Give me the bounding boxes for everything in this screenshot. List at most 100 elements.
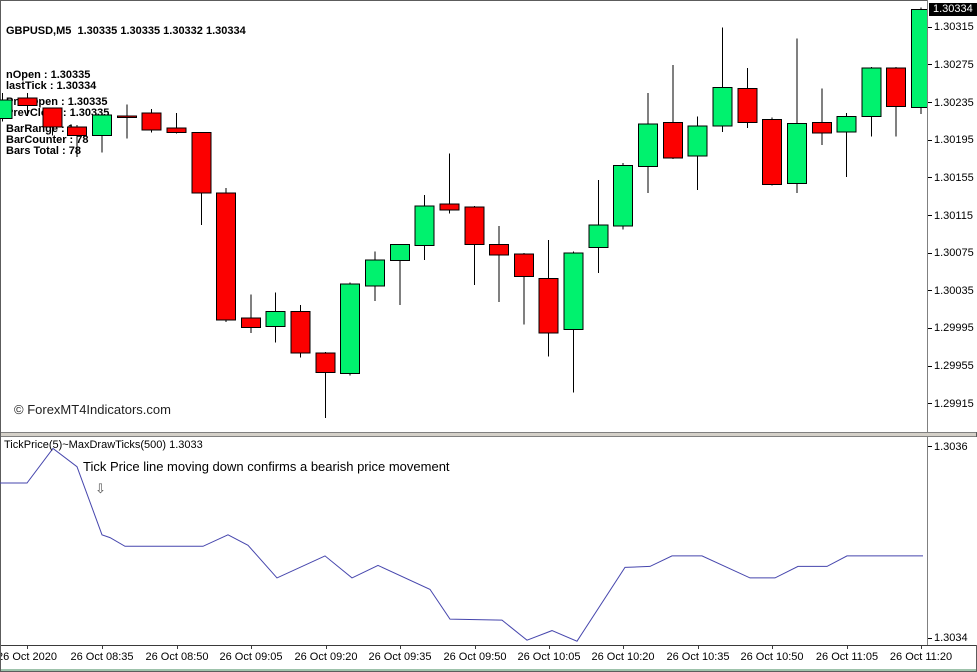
candle-09:10 — [265, 292, 286, 343]
candle-11:10 — [861, 66, 882, 137]
indicator-panel[interactable]: TickPrice(5)~MaxDrawTicks(500) 1.3033 Ti… — [0, 437, 977, 645]
bottom-edge-strip — [0, 669, 977, 671]
price-tick-mark — [928, 252, 932, 254]
time-label: 26 Oct 09:05 — [219, 651, 283, 663]
indicator-tick-label: 1.3034 — [934, 632, 968, 645]
info-line: lastTick : 1.30334 — [6, 80, 97, 92]
time-axis[interactable]: 26 Oct 2020 26 Oct 08:35 26 Oct 08:50 26 Oc… — [0, 645, 977, 669]
time-tick-mark — [623, 646, 624, 649]
info-line: Bars Total : 78 — [6, 145, 81, 157]
price-tick-mark — [928, 290, 932, 292]
indicator-title: TickPrice(5)~MaxDrawTicks(500) 1.3033 — [4, 439, 203, 451]
symbol-ohlc-title: GBPUSD,M5 1.30335 1.30335 1.30332 1.3033… — [6, 25, 246, 37]
price-tick-mark — [928, 139, 932, 141]
candle-10:00 — [513, 253, 534, 325]
time-label: 26 Oct 08:35 — [70, 651, 134, 663]
candle-10:45 — [737, 67, 758, 128]
candle-09:00 — [216, 188, 237, 322]
candle-08:15 — [0, 93, 13, 122]
price-tick-mark — [928, 26, 932, 28]
panel-splitter[interactable] — [0, 432, 977, 437]
watermark-text: © ForexMT4Indicators.com — [14, 402, 171, 417]
time-tick-mark — [921, 646, 922, 649]
candle-10:40 — [712, 27, 733, 132]
time-label: 26 Oct 11:05 — [815, 651, 879, 663]
price-tick-mark — [928, 102, 932, 104]
time-tick-mark — [27, 646, 28, 649]
time-label: 26 Oct 09:20 — [294, 651, 358, 663]
price-axis[interactable]: 1.30315 1.30275 1.30235 1.30195 1.30155 1.301… — [927, 0, 977, 432]
info-line: nOpen : 1.30335 — [6, 69, 91, 81]
time-tick-mark — [326, 646, 327, 649]
indicator-tick-label: 1.3036 — [934, 440, 968, 453]
time-tick-mark — [400, 646, 401, 649]
price-tick-mark — [928, 327, 932, 329]
candle-11:20 — [911, 7, 928, 114]
price-tick-label: 1.29995 — [934, 322, 974, 335]
candle-11:05 — [836, 112, 857, 177]
down-arrow-icon: ⇩ — [95, 481, 106, 496]
time-label: 26 Oct 10:35 — [666, 651, 730, 663]
candle-09:55 — [489, 225, 510, 303]
price-tick-mark — [928, 215, 932, 217]
time-tick-mark — [698, 646, 699, 649]
time-tick-mark — [102, 646, 103, 649]
price-tick-label: 1.30275 — [934, 58, 974, 71]
candle-10:55 — [786, 38, 807, 193]
tick-price-line — [0, 447, 923, 642]
time-tick-mark — [847, 646, 848, 649]
price-tick-label: 1.30155 — [934, 171, 974, 184]
info-line: BarCounter : 78 — [6, 134, 89, 146]
price-tick-mark — [928, 403, 932, 405]
indicator-tick-mark — [928, 446, 932, 448]
time-label: 26 Oct 2020 — [0, 651, 57, 663]
candle-08:55 — [191, 131, 212, 225]
tick-price-plot-area[interactable] — [0, 437, 928, 645]
price-tick-label: 1.29915 — [934, 397, 974, 410]
time-label: 26 Oct 08:50 — [145, 651, 209, 663]
candle-10:25 — [638, 93, 658, 193]
candle-10:05 — [538, 240, 559, 357]
candle-09:30 — [365, 251, 385, 302]
time-tick-mark — [549, 646, 550, 649]
candle-09:35 — [389, 243, 410, 305]
price-tick-label: 1.30115 — [934, 209, 973, 222]
time-tick-mark — [251, 646, 252, 649]
candlestick-plot-area[interactable] — [0, 0, 928, 432]
time-label: 26 Oct 09:50 — [443, 651, 507, 663]
price-tick-mark — [928, 177, 932, 179]
candle-10:30 — [662, 64, 683, 160]
price-tick-mark — [928, 365, 932, 367]
time-label: 26 Oct 09:35 — [368, 651, 432, 663]
candle-11:15 — [886, 66, 907, 137]
indicator-axis[interactable]: 1.3036 1.3034 — [927, 437, 977, 645]
candle-08:25 — [42, 107, 63, 136]
time-tick-mark — [772, 646, 773, 649]
candle-10:10 — [563, 251, 584, 393]
candle-09:45 — [439, 153, 460, 214]
time-tick-mark — [177, 646, 178, 649]
time-label: 26 Oct 11:20 — [889, 651, 953, 663]
price-tick-label: 1.30235 — [934, 96, 974, 109]
candle-10:20 — [613, 162, 634, 230]
price-tick-label: 1.30315 — [934, 21, 974, 34]
time-label: 26 Oct 10:05 — [517, 651, 581, 663]
candle-11:00 — [811, 88, 832, 145]
current-price-tag: 1.30334 — [929, 2, 977, 16]
candle-09:15 — [290, 304, 311, 358]
price-tick-mark — [928, 64, 932, 66]
candle-09:40 — [414, 194, 435, 260]
candle-08:45 — [141, 109, 162, 133]
annotation-text: Tick Price line moving down confirms a b… — [83, 459, 450, 474]
time-tick-mark — [475, 646, 476, 649]
price-tick-label: 1.29955 — [934, 360, 974, 373]
price-tick-label: 1.30075 — [934, 247, 974, 260]
candle-08:20 — [17, 93, 38, 116]
time-label: 26 Oct 10:50 — [740, 651, 804, 663]
info-group: nOpen : 1.30335 lastTick : 1.30334 — [6, 70, 246, 92]
price-chart-panel[interactable]: GBPUSD,M5 1.30335 1.30335 1.30332 1.3033… — [0, 0, 977, 432]
candle-09:50 — [464, 206, 485, 286]
price-tick-label: 1.30035 — [934, 284, 974, 297]
candle-09:25 — [340, 282, 361, 376]
